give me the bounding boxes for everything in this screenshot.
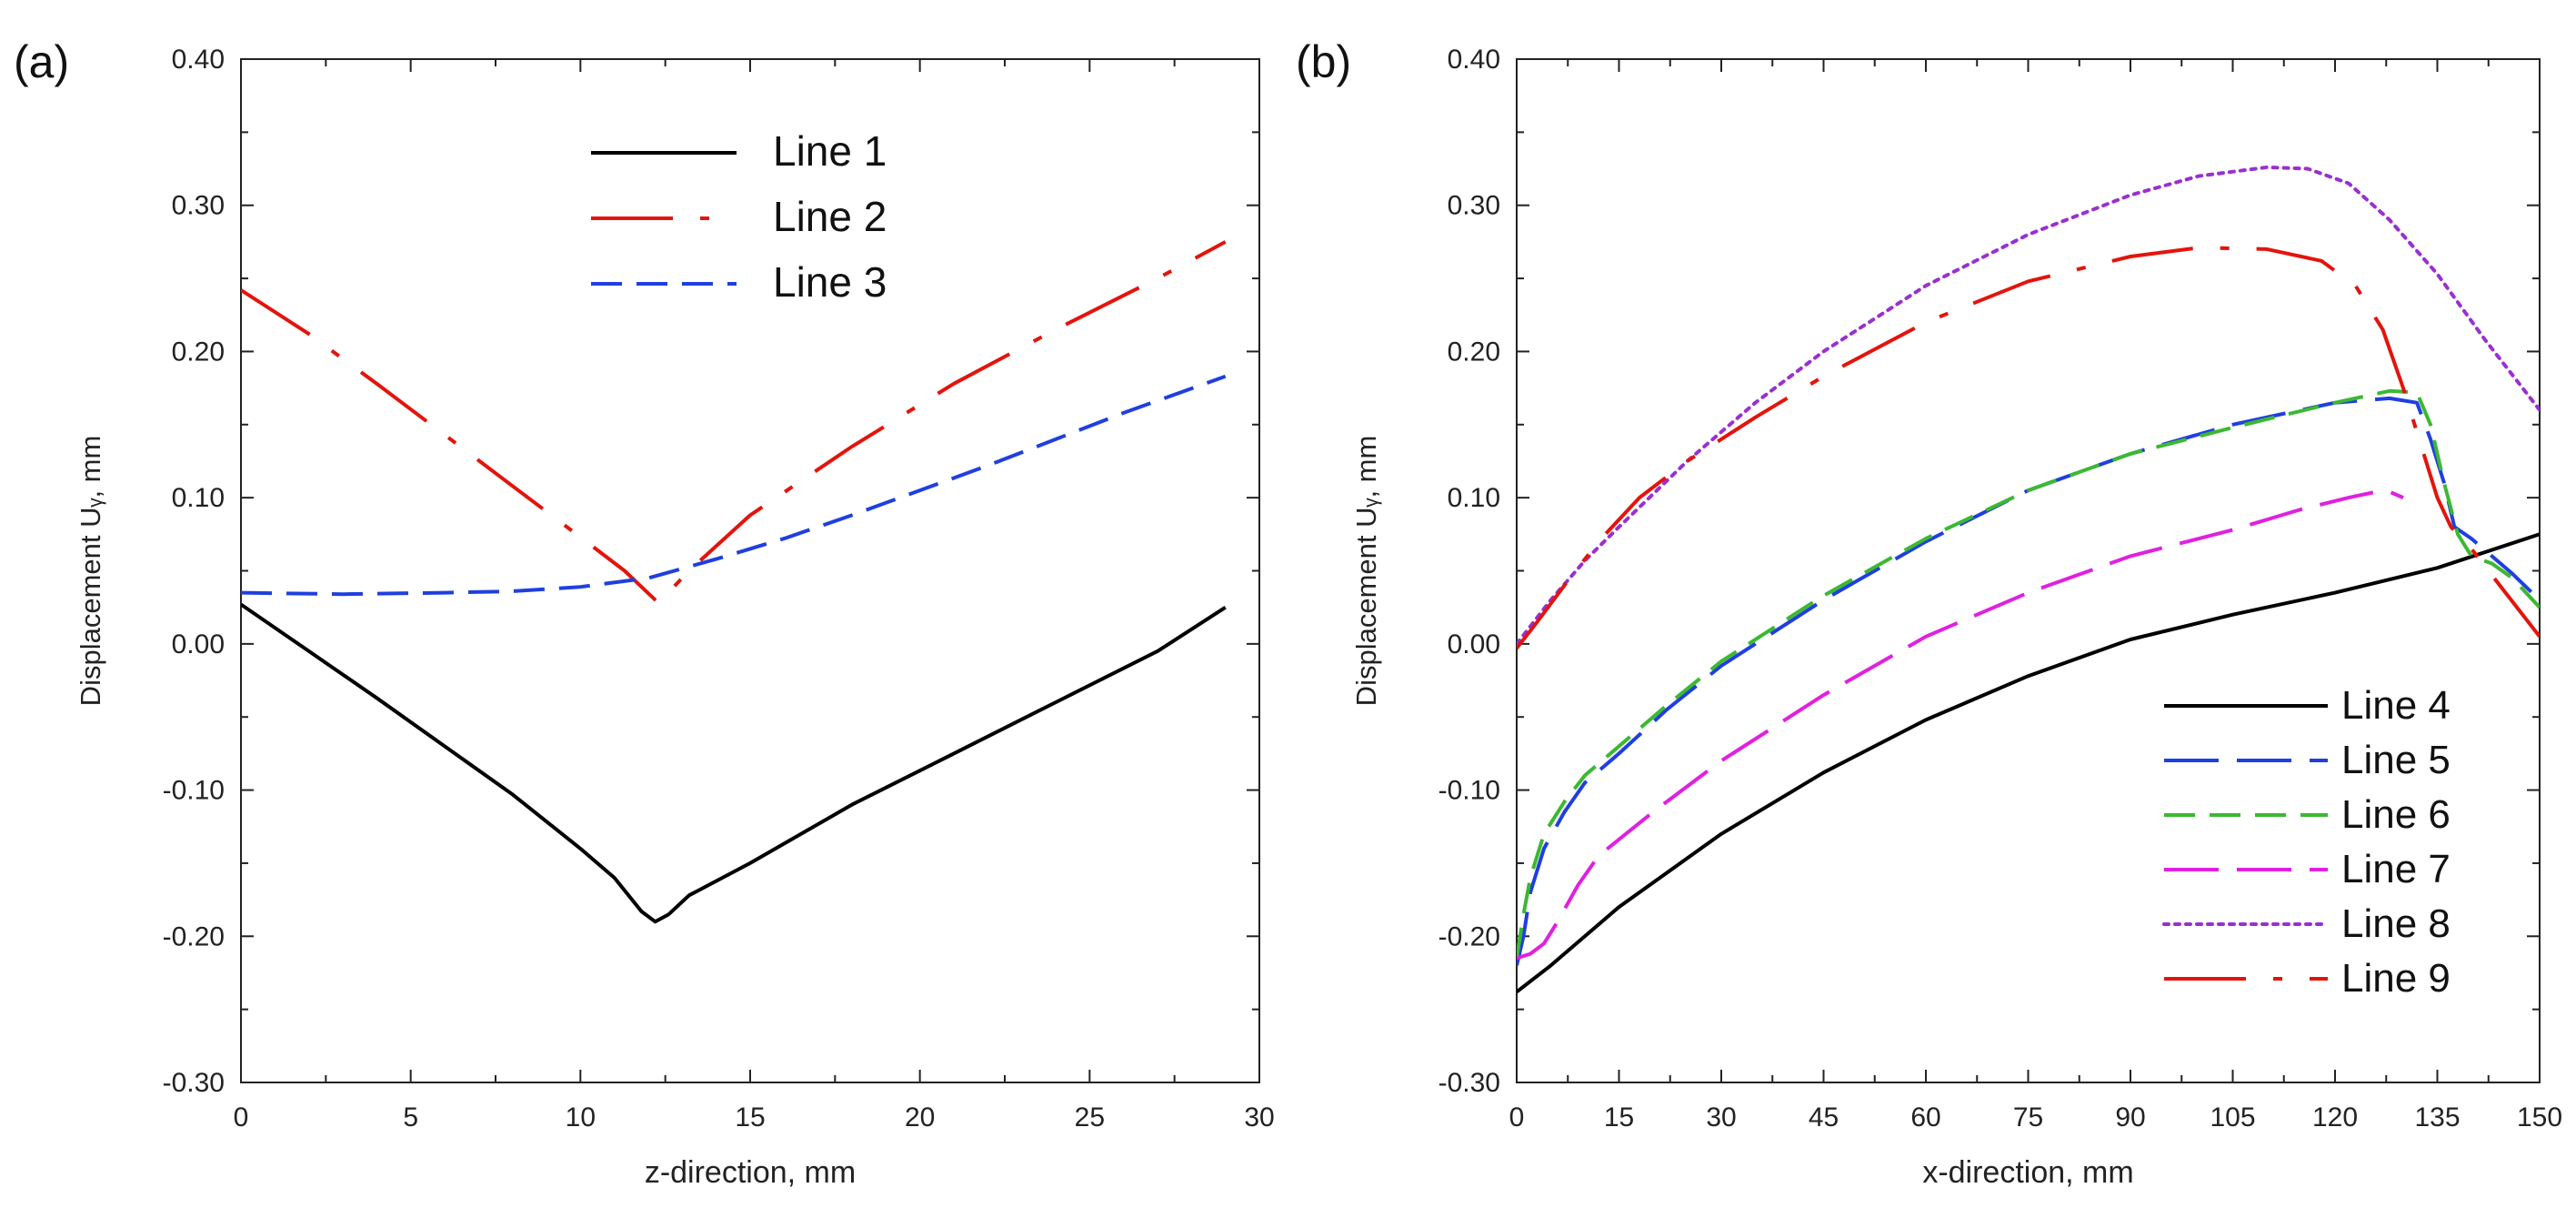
legend-label: Line 5	[2341, 738, 2451, 782]
series-line-line-1	[241, 602, 1227, 924]
series-line-line-2	[241, 240, 1227, 605]
series-line-line-8	[1517, 165, 2540, 646]
y-tick-label: 0.40	[1448, 45, 1500, 75]
legend-label: Line 1	[773, 127, 887, 175]
series-line-line-7	[1517, 489, 2404, 961]
x-axis-label: z-direction, mm	[645, 1155, 856, 1190]
legend-label: Line 2	[773, 193, 887, 240]
legend: Line 1 Line 2 Line 3	[591, 127, 887, 306]
y-tick-label: 0.40	[172, 45, 225, 75]
x-tick-label: 25	[1075, 1102, 1105, 1132]
panel-label: (b)	[1296, 36, 1351, 87]
x-tick-label: 15	[735, 1102, 765, 1132]
plot-frame	[240, 58, 1260, 1083]
y-tick-label: 0.00	[172, 629, 225, 659]
y-tick-label: 0.10	[172, 483, 225, 513]
legend-label: Line 3	[773, 258, 887, 306]
panel-a: (a) 0 5 10 15 20 25 30 -0.30 -0.20 -0.10 0.00 0.10 0.…	[14, 36, 1275, 1190]
y-tick-label: -0.30	[163, 1068, 225, 1098]
legend-label: Line 6	[2341, 792, 2451, 837]
x-tick-label: 150	[2517, 1102, 2562, 1132]
x-tick-label: 15	[1604, 1102, 1634, 1132]
x-tick-label: 45	[1809, 1102, 1839, 1132]
x-tick-label: 90	[2115, 1102, 2145, 1132]
x-tick-label: 120	[2312, 1102, 2358, 1132]
legend-label: Line 9	[2341, 956, 2451, 1001]
x-tick-label: 20	[905, 1102, 935, 1132]
y-tick-label: 0.20	[172, 337, 225, 367]
x-tick-label: 60	[1910, 1102, 1940, 1132]
y-tick-label: 0.10	[1448, 483, 1500, 513]
legend: Line 4 Line 5 Line 6 Line 7 Line 8 Line 9	[2162, 683, 2451, 1001]
y-tick-label: -0.10	[163, 776, 225, 806]
legend-label: Line 7	[2341, 847, 2451, 891]
x-tick-label: 75	[2013, 1102, 2043, 1132]
y-tick-label: -0.20	[163, 921, 225, 951]
y-tick-label: -0.20	[1438, 921, 1500, 951]
y-axis-label: Displacement Uᵧ, mm	[1350, 436, 1382, 707]
y-tick-label: 0.30	[172, 191, 225, 221]
x-tick-label: 135	[2414, 1102, 2460, 1132]
legend-label: Line 4	[2341, 683, 2451, 728]
y-tick-label: 0.30	[1448, 191, 1500, 221]
legend-label: Line 8	[2341, 901, 2451, 946]
x-tick-label: 5	[403, 1102, 418, 1132]
y-axis-label: Displacement Uᵧ, mm	[75, 436, 106, 707]
panel-label: (a)	[14, 36, 69, 87]
y-tick-label: 0.20	[1448, 337, 1500, 367]
x-tick-label: 30	[1244, 1102, 1274, 1132]
series-line-line-4	[1517, 532, 2540, 993]
x-tick-label: 10	[566, 1102, 596, 1132]
panel-b: (b) 0 15 30 45 60 75 90 105 120 135 150 -0.30 -0.20 -0…	[1296, 36, 2562, 1190]
x-tick-label: 30	[1706, 1102, 1736, 1132]
series-line-line-3	[241, 374, 1227, 597]
y-tick-label: 0.00	[1448, 629, 1500, 659]
x-tick-label: 0	[234, 1102, 249, 1132]
y-tick-label: -0.30	[1438, 1068, 1500, 1098]
series-line-line-6	[1517, 388, 2540, 959]
series-line-line-9	[1517, 246, 2540, 649]
x-axis-label: x-direction, mm	[1922, 1155, 2133, 1190]
x-tick-label: 0	[1509, 1102, 1525, 1132]
x-tick-label: 105	[2210, 1102, 2255, 1132]
y-tick-label: -0.10	[1438, 776, 1500, 806]
